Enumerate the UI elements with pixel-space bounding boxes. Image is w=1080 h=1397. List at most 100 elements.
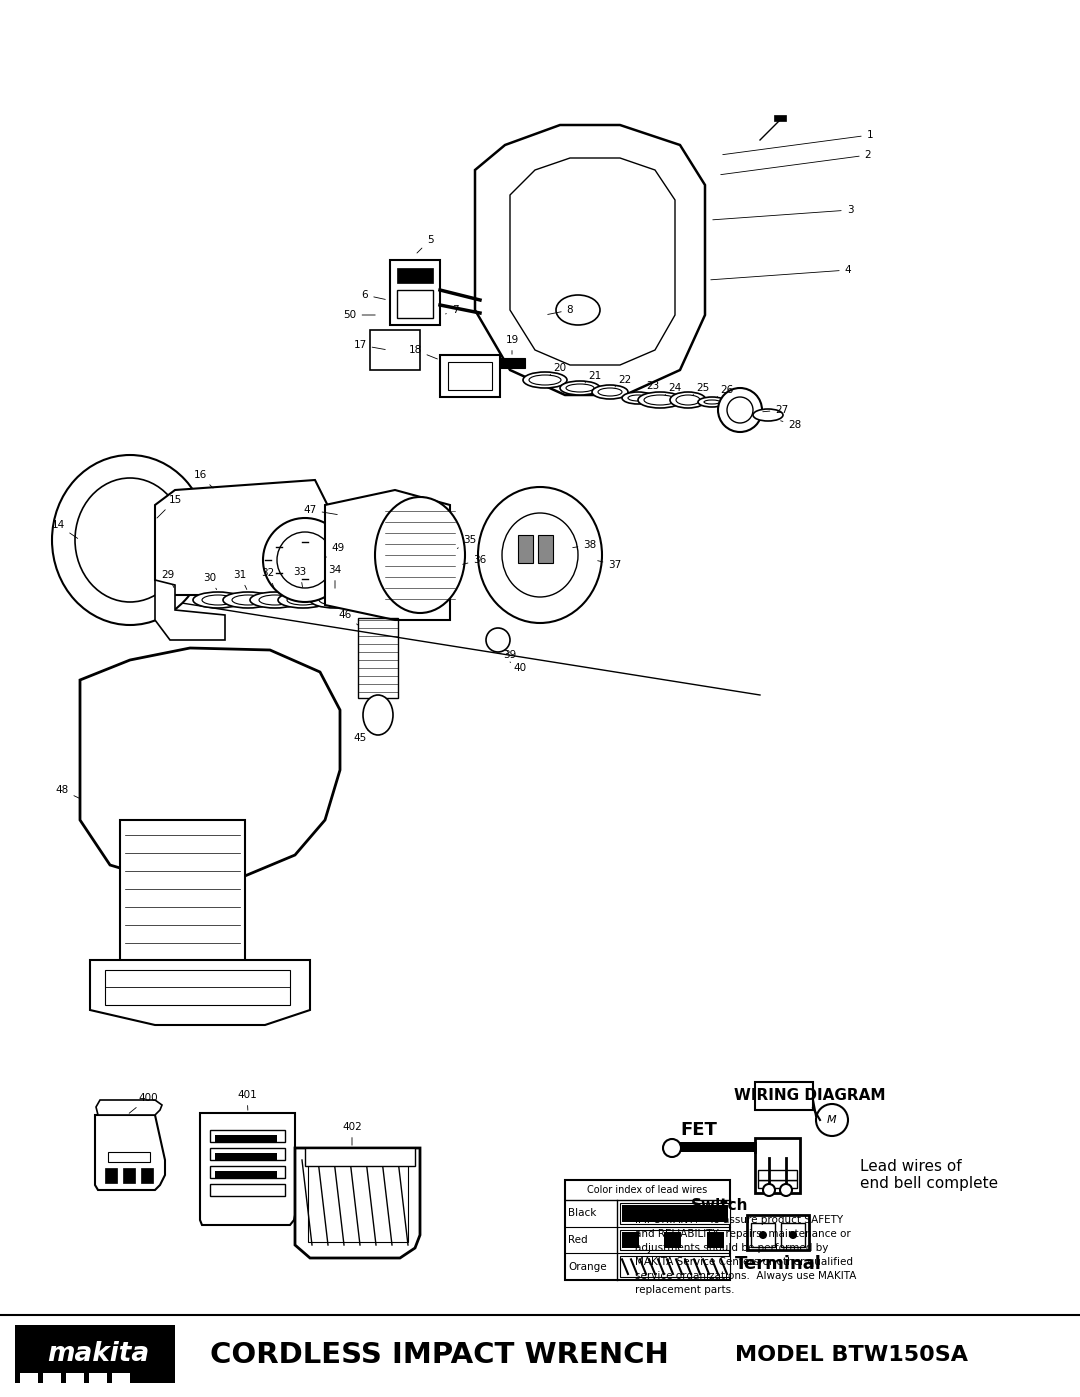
Polygon shape: [156, 580, 225, 640]
Ellipse shape: [193, 592, 243, 608]
Bar: [215, 1171, 276, 1179]
Bar: [210, 1130, 285, 1141]
Ellipse shape: [502, 513, 578, 597]
Bar: [105, 970, 291, 1004]
Text: 40: 40: [510, 662, 527, 673]
Text: 401: 401: [238, 1090, 257, 1111]
Text: WIRING DIAGRAM: WIRING DIAGRAM: [734, 1087, 886, 1102]
Ellipse shape: [202, 595, 234, 605]
Text: 20: 20: [550, 363, 567, 374]
Text: 16: 16: [193, 469, 213, 488]
Text: 25: 25: [693, 383, 710, 395]
Text: 50: 50: [343, 310, 375, 320]
Text: 47: 47: [303, 504, 337, 515]
Text: 46: 46: [338, 610, 357, 624]
Ellipse shape: [363, 694, 393, 735]
Text: makita: makita: [48, 1341, 149, 1368]
Bar: [758, 1180, 797, 1187]
Ellipse shape: [287, 595, 319, 605]
Bar: [89, 1373, 107, 1383]
Text: 33: 33: [294, 567, 307, 587]
Bar: [751, 1222, 775, 1248]
Bar: [215, 1153, 276, 1161]
Bar: [758, 1171, 797, 1180]
Text: 17: 17: [353, 339, 386, 351]
Ellipse shape: [718, 388, 762, 432]
Ellipse shape: [753, 409, 783, 420]
Circle shape: [759, 1231, 767, 1239]
Text: 39: 39: [503, 650, 516, 659]
Polygon shape: [510, 158, 675, 365]
Text: 1: 1: [723, 130, 874, 155]
Text: Lead wires of
end bell complete: Lead wires of end bell complete: [860, 1158, 998, 1192]
Bar: [622, 1206, 728, 1221]
Text: 18: 18: [408, 345, 437, 359]
Circle shape: [789, 1231, 797, 1239]
Ellipse shape: [232, 595, 264, 605]
Ellipse shape: [52, 455, 208, 624]
Bar: [680, 1141, 755, 1153]
Text: 14: 14: [52, 520, 78, 538]
Bar: [308, 1162, 408, 1242]
Bar: [706, 1232, 724, 1249]
Ellipse shape: [319, 595, 351, 605]
Text: CORDLESS IMPACT WRENCH: CORDLESS IMPACT WRENCH: [210, 1341, 669, 1369]
Ellipse shape: [222, 592, 273, 608]
Text: 32: 32: [261, 569, 274, 587]
Text: 402: 402: [342, 1122, 362, 1146]
Ellipse shape: [698, 397, 726, 407]
Ellipse shape: [592, 386, 627, 400]
Text: Red: Red: [568, 1235, 588, 1245]
Ellipse shape: [556, 295, 600, 326]
Text: 27: 27: [762, 405, 788, 415]
Polygon shape: [120, 820, 245, 990]
Bar: [397, 291, 433, 319]
Ellipse shape: [561, 381, 600, 395]
Bar: [105, 1168, 117, 1183]
Text: 36: 36: [462, 555, 487, 564]
Text: IMPORTANT! - To assure product SAFETY
and RELIABILITY, repairs, maintenance or
a: IMPORTANT! - To assure product SAFETY an…: [635, 1215, 856, 1295]
Ellipse shape: [644, 395, 676, 405]
Text: 19: 19: [505, 335, 518, 355]
Ellipse shape: [529, 374, 561, 386]
Polygon shape: [95, 1115, 165, 1190]
Ellipse shape: [264, 518, 347, 602]
Text: 4: 4: [711, 265, 851, 279]
Text: 48: 48: [55, 785, 81, 799]
Ellipse shape: [310, 592, 360, 608]
Bar: [774, 115, 786, 122]
Text: 2: 2: [720, 149, 872, 175]
Text: 49: 49: [325, 543, 345, 557]
Polygon shape: [295, 1148, 420, 1259]
Text: 35: 35: [457, 535, 476, 549]
Ellipse shape: [638, 393, 681, 408]
Bar: [215, 1134, 276, 1143]
Bar: [448, 362, 492, 390]
Bar: [210, 1185, 285, 1196]
Text: 31: 31: [233, 570, 247, 590]
Bar: [370, 330, 420, 370]
Text: FET: FET: [680, 1120, 717, 1139]
Bar: [620, 1203, 730, 1224]
Bar: [755, 1083, 813, 1111]
Text: Color index of lead wires: Color index of lead wires: [588, 1185, 707, 1194]
Bar: [141, 1168, 153, 1183]
Bar: [565, 1180, 730, 1280]
Bar: [112, 1373, 130, 1383]
Bar: [15, 1324, 175, 1383]
Circle shape: [816, 1104, 848, 1136]
Ellipse shape: [259, 595, 291, 605]
Polygon shape: [80, 648, 340, 880]
Text: 21: 21: [585, 372, 602, 383]
Ellipse shape: [278, 592, 328, 608]
Bar: [123, 1168, 135, 1183]
Ellipse shape: [627, 395, 648, 401]
Text: 26: 26: [717, 386, 733, 397]
Text: 38: 38: [572, 541, 596, 550]
Bar: [390, 260, 440, 326]
Bar: [664, 1232, 681, 1249]
Ellipse shape: [598, 388, 622, 395]
Bar: [781, 1222, 805, 1248]
Text: M: M: [827, 1115, 837, 1125]
Text: 37: 37: [597, 560, 622, 570]
